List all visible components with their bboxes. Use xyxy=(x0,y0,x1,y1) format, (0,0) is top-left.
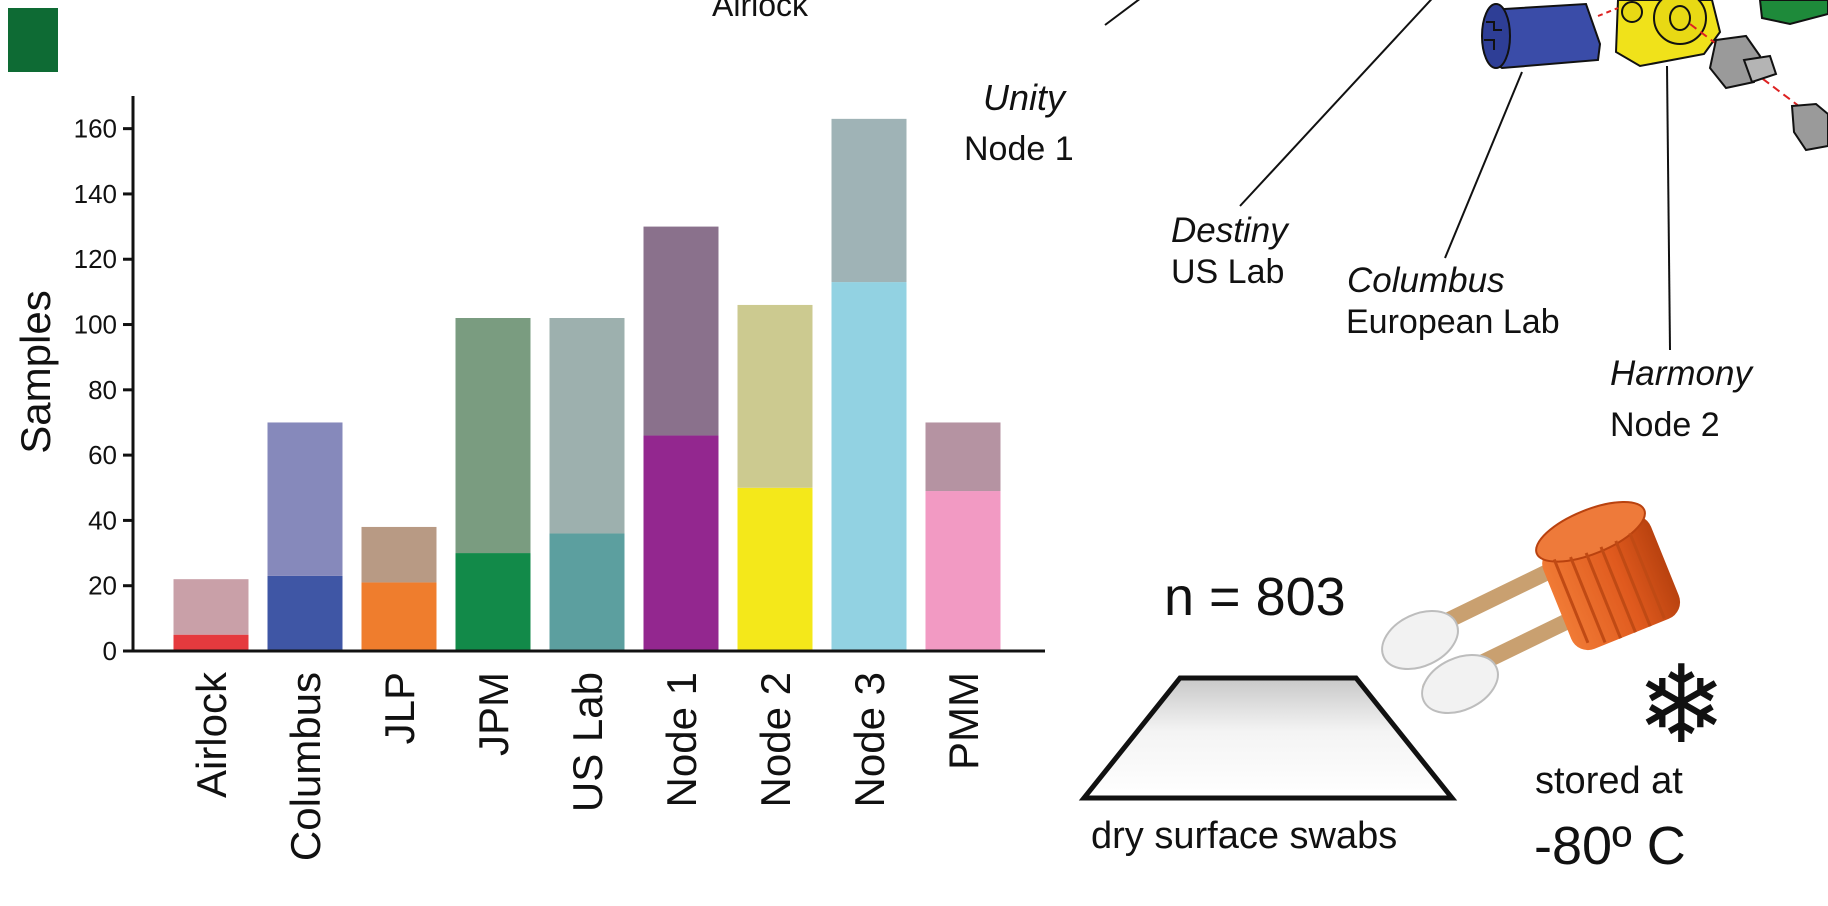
y-tick-label: 160 xyxy=(74,114,117,144)
y-tick-label: 40 xyxy=(88,505,117,535)
destiny-name: Destiny xyxy=(1171,211,1290,250)
sampling-panel: n = 803 dry surface swabs ❄ stored at -8… xyxy=(1078,500,1727,876)
y-tick-label: 140 xyxy=(74,179,117,209)
y-ticks: 0 20 40 60 80 100 120 140 160 xyxy=(74,114,133,666)
swab-icon xyxy=(1381,500,1681,715)
bar-columbus-lower xyxy=(267,575,343,651)
leader-line-destiny xyxy=(1239,0,1433,207)
surface-trapezoid xyxy=(1078,675,1458,801)
bar-columbus-upper xyxy=(267,422,343,576)
snowflake-icon: ❄ xyxy=(1636,643,1727,768)
y-tick-label: 80 xyxy=(88,375,117,405)
storage-line-1: stored at xyxy=(1535,760,1683,802)
bar-pmm-upper xyxy=(925,422,1001,492)
x-tick-label: JPM xyxy=(470,672,517,756)
x-tick-label: Node 2 xyxy=(752,672,799,807)
bar-pmm-lower xyxy=(925,491,1001,651)
x-tick-label: Node 3 xyxy=(846,672,893,807)
bar-node-1-lower xyxy=(643,435,719,651)
storage-line-2: -80º C xyxy=(1534,816,1686,876)
unity-desc: Node 1 xyxy=(964,130,1074,168)
panel-tag xyxy=(8,8,58,72)
sample-count: n = 803 xyxy=(1164,567,1346,627)
harmony-name: Harmony xyxy=(1610,354,1754,393)
leader-line-unity xyxy=(1104,0,1140,26)
leader-line-harmony xyxy=(1666,65,1671,351)
columbus-name: Columbus xyxy=(1347,261,1505,300)
leader-line-columbus xyxy=(1444,71,1523,259)
bar-node-3-lower xyxy=(831,282,907,651)
y-axis-label: Samples xyxy=(12,290,59,453)
bar-node-1-upper xyxy=(643,226,719,436)
gray-adapter-icon-2 xyxy=(1790,102,1828,152)
gray-adapter-icon xyxy=(1708,34,1778,90)
bar-jpm-lower xyxy=(455,553,531,651)
unity-name: Unity xyxy=(983,77,1067,118)
x-ticks: Airlock Columbus JLP JPM US Lab Node 1 Node 2 N… xyxy=(188,671,987,861)
swab-caption: dry surface swabs xyxy=(1091,815,1397,857)
bar-us-lab-lower xyxy=(549,533,625,651)
green-module-icon xyxy=(1758,0,1828,26)
bars xyxy=(173,118,1001,651)
bar-node-2-lower xyxy=(737,487,813,651)
bar-us-lab-upper xyxy=(549,318,625,534)
x-tick-label: Columbus xyxy=(282,672,329,861)
y-tick-label: 120 xyxy=(74,244,117,274)
bar-jpm-upper xyxy=(455,318,531,554)
y-tick-label: 0 xyxy=(103,636,117,666)
x-tick-label: PMM xyxy=(940,672,987,770)
iss-map: Airlock Unity Node 1 Destiny US Lab Colu… xyxy=(712,0,1828,444)
connector-dashed xyxy=(1597,7,1619,17)
x-tick-label: Node 1 xyxy=(658,672,705,807)
y-tick-label: 100 xyxy=(74,310,117,340)
bar-airlock-lower xyxy=(173,634,249,651)
bar-jlp-lower xyxy=(361,582,437,651)
bar-chart: 0 20 40 60 80 100 120 140 160 Airlock Columbus JLP… xyxy=(12,96,1045,861)
x-tick-label: US Lab xyxy=(564,672,611,812)
x-tick-label: JLP xyxy=(376,672,423,744)
columbus-desc: European Lab xyxy=(1346,303,1560,341)
harmony-module-icon xyxy=(1614,0,1722,68)
harmony-desc: Node 2 xyxy=(1610,406,1720,444)
bar-node-3-upper xyxy=(831,118,907,283)
airlock-top-label: Airlock xyxy=(712,0,809,23)
x-tick-label: Airlock xyxy=(188,671,235,798)
bar-node-2-upper xyxy=(737,304,813,488)
bar-airlock-upper xyxy=(173,579,249,635)
destiny-module-icon xyxy=(1481,2,1602,70)
bar-jlp-upper xyxy=(361,526,437,583)
y-tick-label: 60 xyxy=(88,440,117,470)
destiny-desc: US Lab xyxy=(1171,253,1284,291)
y-tick-label: 20 xyxy=(88,571,117,601)
